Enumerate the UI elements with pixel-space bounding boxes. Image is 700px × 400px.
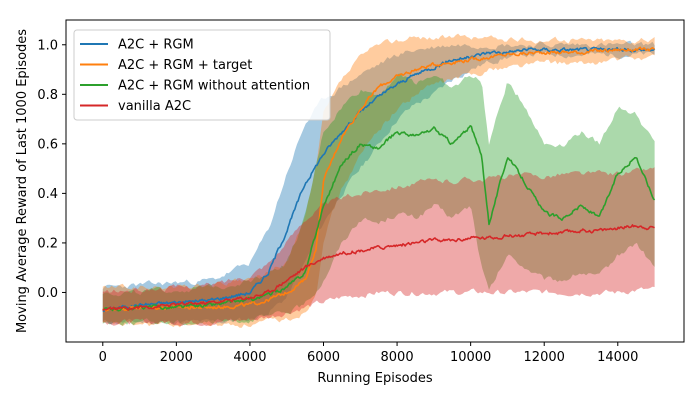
y-tick-label: 0.0: [37, 286, 58, 301]
x-tick-label: 6000: [307, 350, 340, 365]
y-axis-label: Moving Average Reward of Last 1000 Episo…: [15, 29, 30, 333]
legend-label-a2c-rgm-without-attention: A2C + RGM without attention: [118, 79, 310, 94]
x-tick-label: 4000: [233, 350, 266, 365]
legend-box: [73, 29, 331, 121]
line-a2c-rgm-without-attention: [102, 125, 656, 312]
legend-label-vanilla-a2c: vanilla A2C: [118, 99, 191, 114]
legend-label-a2c-rgm: A2C + RGM: [118, 38, 194, 53]
y-tick-label: 1.0: [37, 38, 58, 53]
legend-label-a2c-rgm-target: A2C + RGM + target: [118, 58, 252, 73]
y-axis: 0.0 0.2 0.4 0.6 0.8 1.0: [37, 38, 66, 301]
x-axis-label: Running Episodes: [317, 371, 432, 386]
x-tick-label: 0: [99, 350, 107, 365]
band-a2c-rgm-target: [102, 33, 655, 328]
x-tick-label: 2000: [160, 350, 193, 365]
y-tick-label: 0.8: [37, 88, 58, 103]
plot-frame: [65, 19, 685, 343]
y-tick-label: 0.6: [37, 137, 58, 152]
band-a2c-rgm-without-attention: [102, 73, 655, 326]
legend: A2C + RGM A2C + RGM + target A2C + RGM wit…: [73, 29, 331, 121]
x-tick-label: 10000: [450, 350, 491, 365]
series-lines: [102, 46, 656, 312]
x-tick-label: 8000: [381, 350, 414, 365]
band-a2c-rgm: [102, 40, 655, 326]
line-a2c-rgm-target: [102, 46, 655, 312]
y-tick-label: 0.4: [37, 187, 58, 202]
x-tick-label: 14000: [597, 350, 638, 365]
x-tick-label: 12000: [524, 350, 565, 365]
x-axis: 0 2000 4000 6000 8000 10000 12000 14000: [99, 342, 638, 365]
line-a2c-rgm: [102, 46, 656, 312]
line-vanilla-a2c: [102, 224, 655, 312]
y-tick-label: 0.2: [37, 236, 58, 251]
